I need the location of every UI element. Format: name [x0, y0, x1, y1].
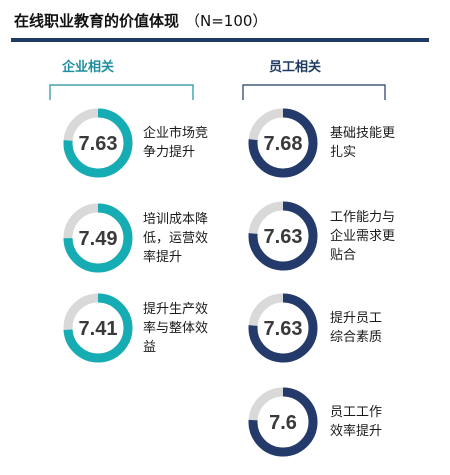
item-label: 培训成本降低，运营效率提升 [143, 210, 225, 267]
donut-arc [63, 108, 133, 178]
donut-arc [248, 108, 318, 178]
bracket-enterprise [49, 84, 194, 100]
donut-value: 7.63 [264, 318, 303, 340]
bracket-employee [242, 84, 386, 100]
title-text: 在线职业教育的价值体现 [14, 12, 180, 30]
item-label-line: 率与整体效 [143, 320, 209, 336]
group-title-enterprise: 企业相关 [62, 60, 115, 75]
item-label: 工作能力与企业需求更贴合 [330, 208, 412, 265]
donut-value: 7.63 [79, 133, 118, 155]
sample-size: （N=100） [185, 12, 268, 30]
item-label-line: 企业市场竞 [143, 126, 209, 141]
item-label-line: 基础技能更 [330, 126, 396, 141]
donut-arc [248, 387, 318, 457]
page-title: 在线职业教育的价值体现 （N=100） [14, 10, 267, 31]
item-label-line: 益 [143, 339, 157, 355]
item-label-line: 效率提升 [330, 424, 383, 439]
donut-value: 7.49 [79, 228, 118, 250]
item-label-line: 提升生产效 [143, 301, 209, 317]
item-label-line: 扎实 [330, 145, 357, 160]
item-label: 企业市场竞 争力提升 [143, 124, 225, 162]
item-label-line: 贴合 [330, 247, 357, 263]
item-label-line: 综合素质 [330, 330, 383, 345]
item-label-line: 企业需求更 [330, 228, 396, 244]
donut-arc [63, 293, 133, 363]
item-label: 提升生产效率与整体效益 [143, 300, 225, 357]
donut-value: 7.41 [79, 318, 118, 340]
item-label-line: 员工工作 [330, 405, 383, 420]
item-label-line: 工作能力与 [330, 209, 396, 225]
item-label-line: 争力提升 [143, 145, 196, 160]
item-label: 员工工作 效率提升 [330, 403, 412, 441]
donut-arc [248, 293, 318, 363]
group-title-employee: 员工相关 [269, 60, 322, 75]
donut-value: 7.6 [269, 412, 297, 434]
item-label: 提升员工 综合素质 [330, 309, 412, 347]
item-label-line: 提升员工 [330, 311, 383, 326]
title-rule [11, 38, 429, 42]
item-label-line: 低，运营效 [143, 230, 209, 246]
item-label-line: 培训成本降 [143, 211, 209, 227]
donut-arc [248, 201, 318, 271]
donut-arc [63, 203, 133, 273]
item-label: 基础技能更 扎实 [330, 124, 412, 162]
donut-value: 7.68 [264, 133, 303, 155]
item-label-line: 率提升 [143, 249, 183, 265]
donut-value: 7.63 [264, 226, 303, 248]
